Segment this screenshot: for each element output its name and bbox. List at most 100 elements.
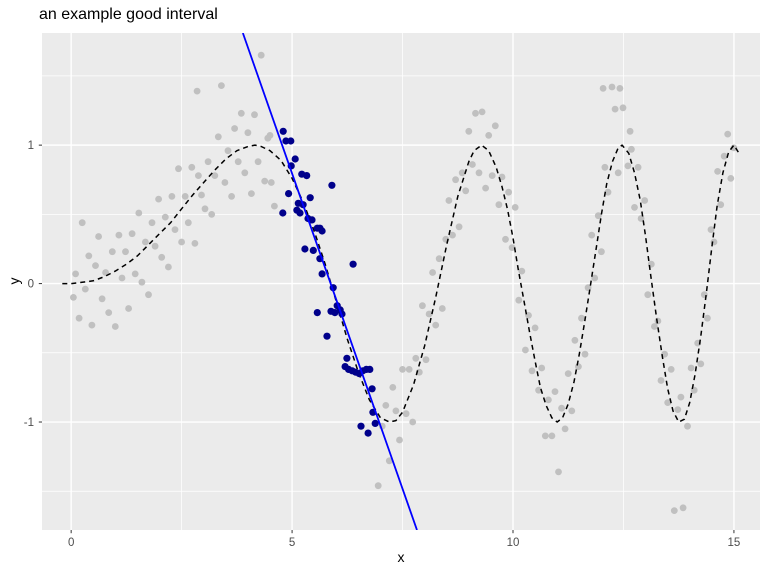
data-point xyxy=(631,204,638,211)
data-point xyxy=(409,418,417,426)
data-point xyxy=(108,248,116,256)
data-point xyxy=(422,356,430,364)
data-point xyxy=(191,240,199,247)
data-point xyxy=(88,321,96,329)
data-point xyxy=(571,336,579,344)
data-point xyxy=(561,425,569,433)
data-point xyxy=(228,193,236,200)
data-point xyxy=(168,193,176,200)
data-point xyxy=(331,309,339,317)
data-point xyxy=(522,346,529,354)
data-point xyxy=(105,309,113,316)
x-tick-label: 10 xyxy=(507,537,520,549)
data-point xyxy=(138,278,146,286)
data-point xyxy=(301,245,309,253)
data-point xyxy=(611,105,619,113)
data-point xyxy=(674,406,682,413)
data-point xyxy=(323,332,331,340)
data-point xyxy=(308,216,316,224)
data-point xyxy=(548,432,556,440)
data-point xyxy=(125,305,132,312)
data-point xyxy=(241,169,249,177)
data-point xyxy=(687,364,695,372)
data-point xyxy=(485,132,493,139)
data-point xyxy=(218,82,225,89)
tick-marks xyxy=(38,144,735,534)
y-tick-label: -1 xyxy=(24,417,34,429)
data-point xyxy=(608,83,616,91)
data-point xyxy=(122,248,129,256)
data-point xyxy=(614,169,622,177)
data-point xyxy=(214,133,222,141)
plot-title: an example good interval xyxy=(39,6,218,23)
data-point xyxy=(594,212,602,220)
data-point xyxy=(564,370,572,377)
minor-gridlines xyxy=(42,33,760,530)
data-point xyxy=(541,432,549,440)
data-point xyxy=(111,323,119,330)
data-point xyxy=(727,175,735,182)
data-point xyxy=(257,51,265,59)
data-point xyxy=(465,127,473,135)
data-point xyxy=(545,396,552,404)
data-point xyxy=(221,179,229,186)
data-point xyxy=(171,226,179,234)
data-point xyxy=(641,197,649,204)
y-tick-label: 0 xyxy=(28,279,34,291)
data-point xyxy=(198,191,205,199)
data-layers xyxy=(62,33,739,530)
major-gridlines xyxy=(42,33,760,530)
x-tick-label: 15 xyxy=(728,537,741,549)
data-point xyxy=(318,227,326,235)
data-point xyxy=(175,165,182,173)
data-point xyxy=(382,402,390,409)
data-point xyxy=(667,366,675,373)
data-point xyxy=(616,85,624,92)
data-point xyxy=(374,482,382,490)
data-point xyxy=(195,172,202,180)
background-points xyxy=(70,51,738,514)
data-point xyxy=(505,188,512,196)
data-point xyxy=(478,108,486,116)
data-point xyxy=(475,169,483,177)
data-point xyxy=(161,213,169,221)
data-point xyxy=(455,223,463,231)
data-point xyxy=(654,317,662,325)
data-point xyxy=(399,366,406,373)
data-point xyxy=(303,172,311,180)
data-point xyxy=(291,155,299,163)
data-point xyxy=(644,291,652,299)
data-point xyxy=(296,209,304,217)
data-point xyxy=(70,294,77,301)
x-axis-title: x xyxy=(397,549,405,565)
data-point xyxy=(458,169,466,177)
data-point xyxy=(98,295,106,303)
data-point xyxy=(588,231,596,239)
data-point xyxy=(412,354,420,362)
data-point xyxy=(75,314,83,322)
data-point xyxy=(449,231,456,239)
data-point xyxy=(131,270,139,278)
fitted-line xyxy=(242,33,418,530)
data-point xyxy=(392,407,400,415)
data-point xyxy=(389,384,397,391)
data-point xyxy=(697,360,705,368)
data-point xyxy=(396,436,403,444)
data-point xyxy=(178,238,186,246)
data-point xyxy=(92,262,99,269)
data-point xyxy=(118,274,126,282)
data-point xyxy=(81,285,89,293)
data-point xyxy=(309,246,317,254)
data-point xyxy=(251,111,258,119)
data-point xyxy=(472,109,479,117)
data-point xyxy=(425,310,433,318)
data-point xyxy=(224,147,232,155)
data-point xyxy=(568,407,576,415)
data-point xyxy=(313,309,321,317)
data-point xyxy=(285,190,293,198)
data-point xyxy=(364,429,372,437)
y-tick-label: 1 xyxy=(28,140,34,152)
data-point xyxy=(628,145,635,153)
